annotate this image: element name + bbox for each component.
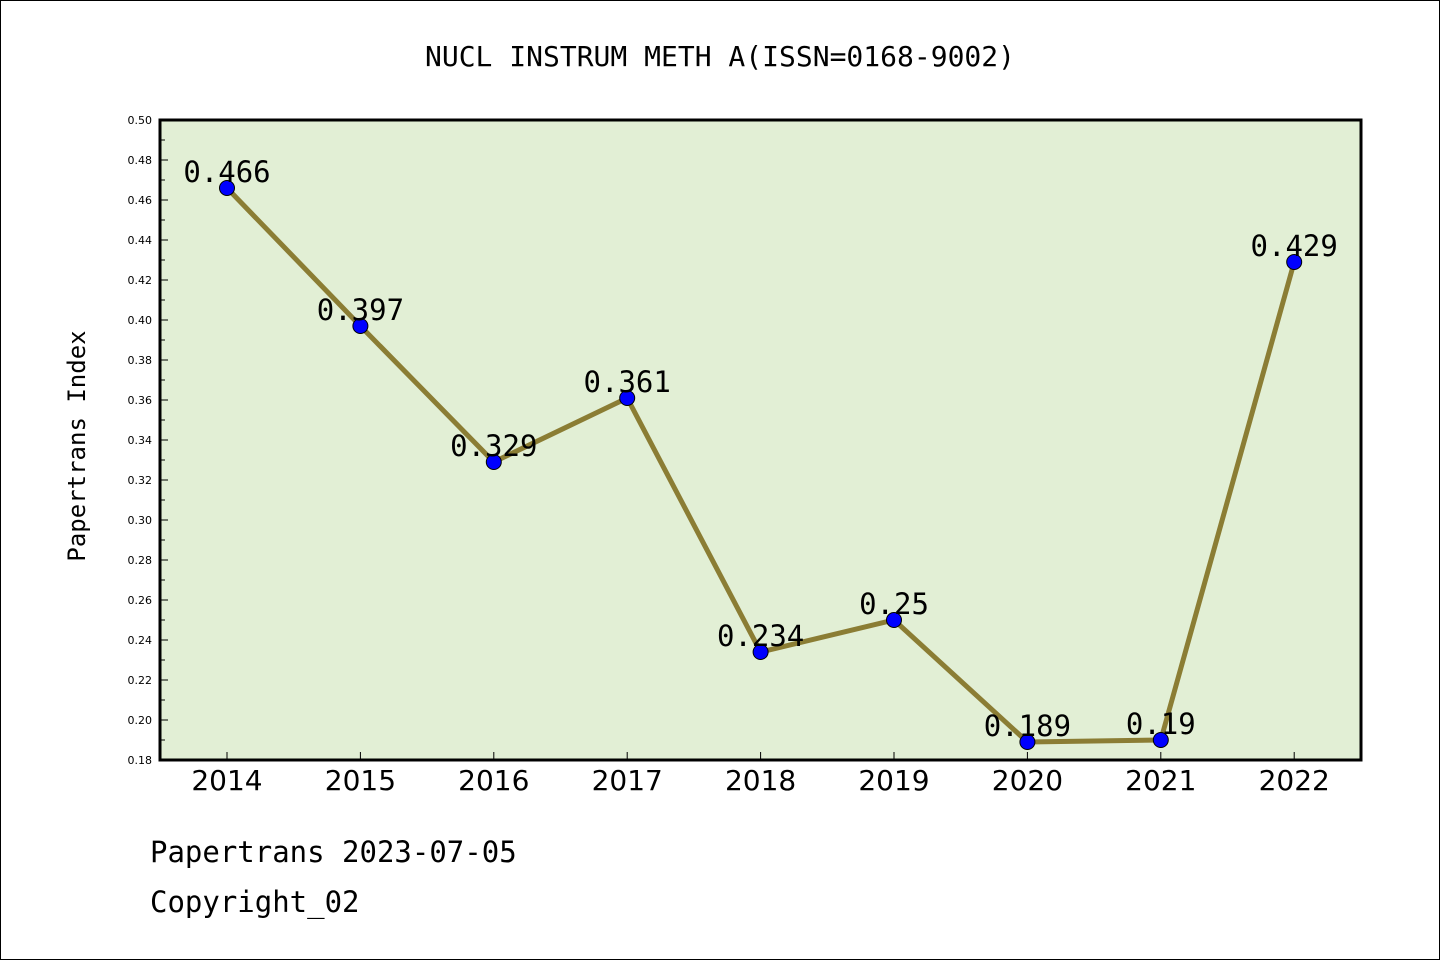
y-tick-label: 0.30 — [128, 514, 153, 527]
y-tick-label: 0.44 — [128, 234, 153, 247]
x-tick-label: 2018 — [725, 764, 796, 797]
data-label: 0.361 — [584, 365, 671, 399]
data-label: 0.25 — [859, 587, 929, 621]
y-tick-label: 0.48 — [128, 154, 153, 167]
footer-copyright: Copyright_02 — [150, 885, 360, 919]
y-tick-label: 0.20 — [128, 714, 153, 727]
x-axis-ticks: 2014 2015 2016 2017 2018 2019 2020 2021 2022 — [191, 752, 1330, 797]
y-tick-label: 0.40 — [128, 314, 153, 327]
data-label: 0.397 — [317, 293, 404, 327]
data-point — [1152, 732, 1169, 748]
x-tick-label: 2021 — [1125, 764, 1196, 797]
x-tick-label: 2017 — [592, 764, 663, 797]
x-tick-label: 2016 — [458, 764, 529, 797]
x-tick-label: 2014 — [191, 764, 262, 797]
data-point — [485, 454, 502, 470]
data-point — [352, 318, 369, 334]
y-tick-label: 0.24 — [128, 634, 153, 647]
data-markers — [219, 180, 1303, 750]
chart-title: NUCL INSTRUM METH A(ISSN=0168-9002) — [425, 40, 1015, 73]
data-point — [619, 390, 636, 406]
data-label: 0.329 — [450, 429, 537, 463]
data-point — [219, 180, 235, 196]
y-axis-label: Papertrans Index — [63, 330, 91, 561]
data-labels: 0.466 0.397 0.329 0.361 0.234 0.25 0.189 0.19 0.… — [183, 155, 1338, 743]
data-label: 0.189 — [984, 709, 1071, 743]
y-tick-label: 0.38 — [128, 354, 153, 367]
y-tick-label: 0.42 — [128, 274, 153, 287]
y-tick-label: 0.50 — [128, 114, 153, 127]
y-tick-label: 0.32 — [128, 474, 153, 487]
y-axis-ticks: 0.18 0.20 0.22 0.24 0.26 0.28 0.30 0.32 0.34 0.36… — [128, 114, 168, 767]
data-label: 0.19 — [1126, 707, 1196, 741]
x-tick-label: 2022 — [1259, 764, 1330, 797]
x-tick-label: 2020 — [992, 764, 1063, 797]
x-tick-label: 2015 — [325, 764, 396, 797]
y-tick-label: 0.26 — [128, 594, 153, 607]
data-point — [1019, 734, 1036, 750]
y-tick-label: 0.18 — [128, 754, 153, 767]
y-tick-label: 0.36 — [128, 394, 153, 407]
y-tick-label: 0.46 — [128, 194, 153, 207]
y-tick-label: 0.22 — [128, 674, 153, 687]
data-label: 0.466 — [183, 155, 270, 189]
x-tick-label: 2019 — [858, 764, 929, 797]
y-tick-label: 0.28 — [128, 554, 153, 567]
data-label: 0.234 — [717, 619, 804, 653]
data-point — [752, 644, 769, 660]
data-label: 0.429 — [1251, 229, 1338, 263]
data-point — [886, 612, 902, 628]
y-tick-label: 0.34 — [128, 434, 153, 447]
footer-date: Papertrans 2023-07-05 — [150, 835, 517, 869]
data-point — [1286, 254, 1303, 270]
